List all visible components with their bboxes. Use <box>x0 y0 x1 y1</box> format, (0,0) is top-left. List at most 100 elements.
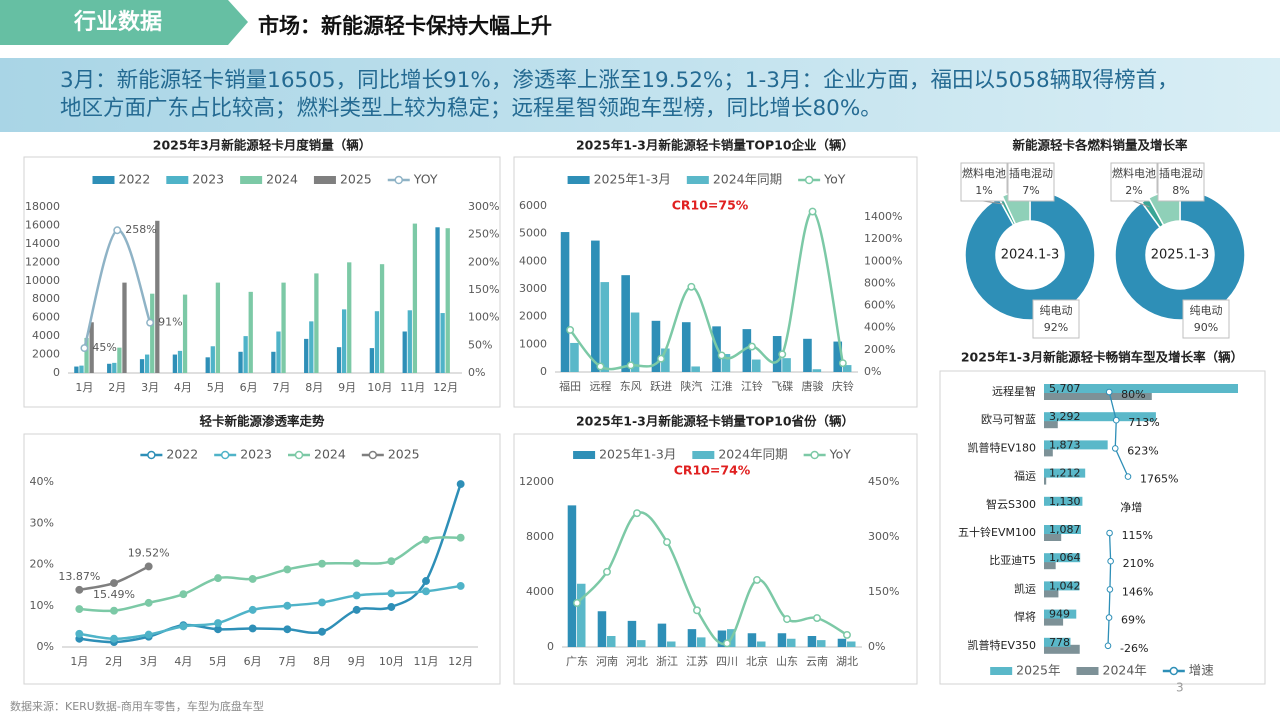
legend-label: 增速 <box>1189 663 1215 678</box>
line-marker <box>456 582 465 590</box>
header-title: 市场：新能源轻卡保持大幅上升 <box>258 14 552 38</box>
slice-value: 8% <box>1172 184 1189 197</box>
data-label: 1,042 <box>1049 579 1081 592</box>
bar <box>341 309 347 373</box>
tick-label: 10000 <box>25 274 60 287</box>
x-tick-label: 6月 <box>240 381 258 394</box>
data-label: 净增 <box>1120 500 1142 514</box>
chart-title: 2025年1-3月新能源轻卡畅销车型及增长率（辆） <box>961 350 1243 365</box>
bar <box>691 366 700 372</box>
legend-marker <box>147 450 156 460</box>
line-marker <box>352 559 361 568</box>
tick-label: 4000 <box>526 585 554 598</box>
x-tick-label: 3月 <box>141 381 159 394</box>
bar <box>1044 609 1077 619</box>
x-tick-label: 8月 <box>313 655 331 668</box>
bar <box>637 640 646 647</box>
tick-label: 250% <box>468 228 499 241</box>
tick-label: 400% <box>864 321 895 334</box>
tick-label: 1200% <box>864 232 902 245</box>
x-tick-label: 唐骏 <box>802 379 824 393</box>
line-marker <box>456 480 465 489</box>
data-label: 5,707 <box>1049 382 1081 395</box>
tick-label: 30% <box>30 516 54 529</box>
slice-label: 纯电动 <box>1190 304 1223 317</box>
panel <box>23 156 501 408</box>
tick-label: 150% <box>868 585 899 598</box>
line-marker <box>596 362 605 371</box>
data-label: 1,064 <box>1049 551 1081 564</box>
y-tick-label: 凯运 <box>1014 582 1036 595</box>
chart-title: 2025年3月新能源轻卡月度销量（辆） <box>153 138 372 153</box>
x-tick-label: 4月 <box>174 381 192 394</box>
donut-slice <box>1114 189 1246 321</box>
label-box <box>960 162 1008 202</box>
data-label: 258% <box>125 223 156 236</box>
bar <box>117 347 122 373</box>
line-marker <box>110 634 118 643</box>
bar <box>570 342 579 372</box>
tick-label: 800% <box>864 276 895 289</box>
summary-line: 地区方面广东占比较高；燃料类型上较为稳定；远程星智领跑车型榜，同比增长80%。 <box>60 96 882 121</box>
bar <box>276 331 281 373</box>
line-marker <box>1105 388 1113 396</box>
bar <box>374 311 380 373</box>
bar <box>79 365 84 373</box>
legend-label: 2025年1-3月 <box>599 447 676 462</box>
bar <box>1044 644 1080 654</box>
tick-label: 1400% <box>864 210 902 223</box>
bar <box>281 282 286 373</box>
slice-value: 92% <box>1044 321 1068 334</box>
tick-label: 18000 <box>25 200 60 213</box>
line-marker <box>657 354 665 363</box>
bar <box>667 641 676 647</box>
bar <box>807 636 817 647</box>
source: 数据来源：KERU数据-商用车零售，车型为底盘车型 <box>10 699 264 713</box>
bar <box>687 629 697 647</box>
x-tick-label: 广东 <box>566 655 588 668</box>
bar <box>238 351 243 373</box>
bar <box>1044 419 1058 429</box>
label-box <box>1182 299 1230 339</box>
line-marker <box>248 605 257 614</box>
y-tick-label: 凯普特EV350 <box>968 638 1036 652</box>
x-tick-label: 5月 <box>207 381 225 394</box>
data-label: 949 <box>1049 608 1070 621</box>
line-marker <box>110 606 118 615</box>
tick-label: 4000 <box>32 329 60 342</box>
line-marker <box>352 605 361 614</box>
tick-label: 0 <box>547 640 554 653</box>
legend-label: 2024 <box>314 447 346 462</box>
bar <box>600 282 610 372</box>
line-marker <box>387 603 396 611</box>
legend: 2022 2023 2024 2025 <box>140 447 420 462</box>
bar <box>747 633 757 647</box>
tick-label: 8000 <box>526 530 554 543</box>
data-label: 69% <box>1121 614 1145 627</box>
y-tick-label: 五十铃EVM100 <box>958 525 1036 539</box>
x-tick-label: 江铃 <box>741 379 763 393</box>
y-tick-label: 凯普特EV180 <box>968 440 1036 454</box>
tick-label: 200% <box>468 255 499 268</box>
legend-label: 2022 <box>166 447 198 462</box>
x-tick-label: 飞碟 <box>771 380 793 393</box>
line-marker <box>144 598 153 607</box>
line-marker <box>110 579 118 588</box>
bar <box>627 620 637 647</box>
label-box <box>1007 162 1055 202</box>
legend-swatch <box>567 176 590 184</box>
data-label: 623% <box>1127 444 1158 457</box>
bar <box>402 331 407 373</box>
page-number: 3 <box>1176 681 1184 695</box>
data-label: 91% <box>158 316 182 329</box>
legend-marker <box>804 175 814 185</box>
bar <box>651 320 661 372</box>
x-tick-label: 云南 <box>806 655 828 668</box>
data-label: 713% <box>1128 416 1159 429</box>
line-marker <box>318 598 326 607</box>
bar <box>177 350 183 373</box>
bar <box>1044 447 1053 457</box>
slice-value: 7% <box>1022 184 1039 197</box>
x-tick-label: 10月 <box>367 381 392 394</box>
line-marker <box>626 361 635 370</box>
